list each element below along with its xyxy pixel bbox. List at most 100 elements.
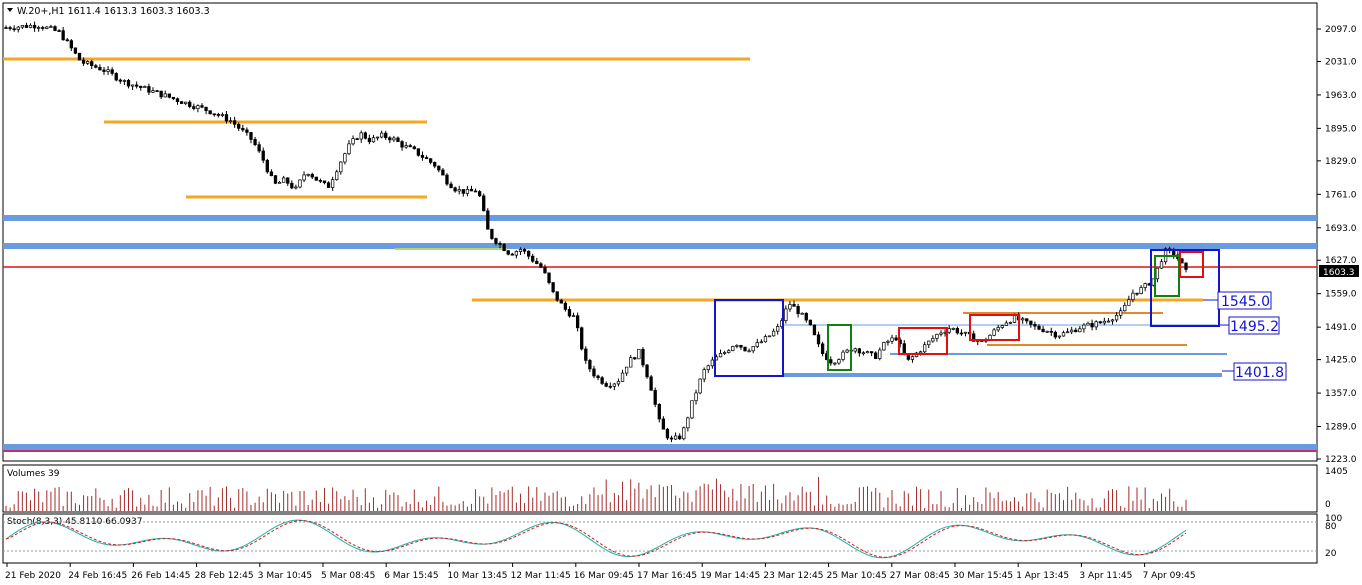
- stoch-signal-line: [5, 520, 1187, 558]
- volume-panel: [2, 464, 1318, 513]
- candle-body: [73, 47, 78, 54]
- price-tick-label: 1895.0: [1325, 124, 1357, 134]
- candle-body: [1159, 261, 1164, 269]
- candle-body: [584, 348, 588, 361]
- blue-box[interactable]: [1150, 249, 1220, 327]
- green-box[interactable]: [827, 324, 852, 371]
- candle-body: [208, 110, 212, 115]
- candle-body: [428, 158, 433, 163]
- candle-body: [673, 435, 678, 440]
- candle-body: [808, 319, 813, 326]
- candle-body: [657, 404, 661, 420]
- price-tick-label: 1425.0: [1325, 356, 1357, 366]
- candle-body: [600, 377, 604, 384]
- candle-body: [118, 79, 122, 82]
- candle-body: [392, 137, 396, 141]
- candle-body: [1131, 292, 1135, 300]
- candle-body: [245, 129, 249, 133]
- candle-body: [923, 344, 927, 353]
- candle-body: [98, 66, 102, 71]
- candle-body: [718, 353, 723, 358]
- candle-body: [539, 263, 543, 268]
- candle-body: [1094, 321, 1098, 328]
- price-tick-label: 2097.0: [1325, 25, 1357, 35]
- candle-body: [24, 24, 29, 28]
- candle-body: [1119, 310, 1123, 316]
- candle-body: [273, 175, 278, 184]
- candle-body: [420, 154, 425, 158]
- candle-body: [249, 132, 253, 140]
- candle-body: [641, 348, 645, 366]
- price-axis: 2097.0 2031.0 1963.0 1895.0 1829.0 1761.0 1693…: [1317, 25, 1357, 465]
- candle-body: [882, 342, 886, 351]
- candle-body: [1041, 328, 1045, 333]
- red-box[interactable]: [898, 327, 948, 355]
- annotation-box[interactable]: [1228, 316, 1280, 335]
- candle-body: [412, 146, 416, 150]
- candle-body: [678, 435, 682, 440]
- candle-body: [77, 52, 82, 61]
- candle-body: [86, 61, 90, 64]
- candle-body: [812, 324, 817, 336]
- candle-body: [1102, 320, 1106, 324]
- candle-body: [939, 332, 943, 335]
- candle-body: [126, 80, 131, 87]
- candle-body: [494, 238, 498, 244]
- candle-body: [510, 253, 514, 256]
- annotation-box[interactable]: [1217, 291, 1272, 310]
- candle-body: [518, 249, 523, 252]
- candle-body: [1155, 267, 1160, 280]
- candle-body: [433, 162, 437, 167]
- candle-body: [1012, 314, 1017, 323]
- candle-body: [69, 40, 73, 49]
- candle-body: [526, 250, 531, 257]
- candle-body: [375, 136, 380, 139]
- candle-body: [408, 145, 412, 148]
- candle-body: [465, 189, 470, 194]
- candle-body: [20, 24, 24, 28]
- red-box[interactable]: [1179, 251, 1204, 278]
- candle-body: [1143, 283, 1147, 288]
- candle-body: [326, 182, 331, 188]
- candle-body: [829, 359, 833, 364]
- candle-body: [155, 90, 159, 93]
- candle-body: [188, 101, 192, 107]
- candle-body: [228, 120, 233, 123]
- time-tick-label: 30 Mar 15:45: [953, 571, 1013, 581]
- candle-body: [571, 315, 576, 318]
- annotation-box[interactable]: [1233, 362, 1287, 381]
- candle-body: [853, 348, 857, 352]
- annotation-1495: 1495.2: [1230, 319, 1279, 335]
- candle-body: [441, 169, 445, 176]
- candle-body: [763, 336, 768, 343]
- header-dropdown-icon[interactable]: [7, 8, 13, 12]
- candle-body: [1025, 318, 1029, 322]
- levels-layer: [3, 57, 1317, 452]
- candle-body: [894, 337, 898, 341]
- candle-body: [1037, 325, 1041, 330]
- candle-body: [800, 312, 804, 315]
- candle-body: [890, 337, 894, 342]
- stoch-tick-80: 80: [1325, 522, 1337, 532]
- candle-body: [1004, 322, 1008, 326]
- candle-body: [1082, 324, 1086, 330]
- price-tick-label: 1829.0: [1325, 157, 1357, 167]
- candle-body: [935, 333, 939, 339]
- candle-body: [265, 159, 269, 173]
- time-tick-label: 27 Mar 08:45: [890, 571, 950, 581]
- candle-body: [45, 26, 49, 29]
- candle-body: [633, 357, 637, 360]
- red-box[interactable]: [969, 314, 1020, 341]
- blue-box[interactable]: [714, 299, 784, 377]
- candle-body: [865, 351, 870, 354]
- candle-body: [955, 328, 959, 334]
- candle-body: [216, 113, 220, 116]
- candle-body: [61, 30, 65, 41]
- candle-body: [379, 132, 384, 138]
- candle-body: [396, 137, 400, 142]
- stoch-tick-20: 20: [1325, 549, 1337, 559]
- candle-body: [490, 228, 494, 239]
- candle-body: [567, 309, 572, 317]
- candle-body: [90, 61, 94, 67]
- time-tick-label: 19 Mar 14:45: [700, 571, 760, 581]
